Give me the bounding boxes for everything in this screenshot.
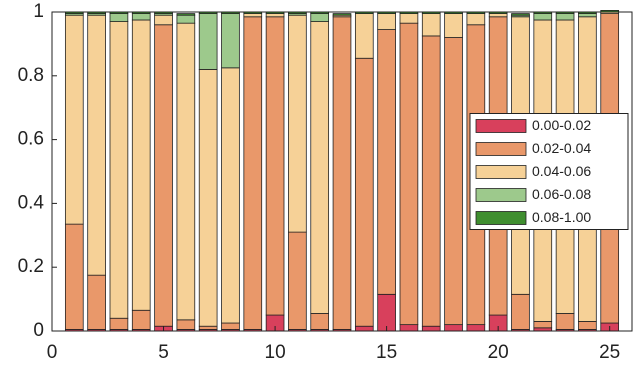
bar-segment [154, 24, 173, 327]
bar-segment [332, 16, 352, 330]
x-tick-label: 10 [265, 342, 286, 363]
bar-segment [221, 322, 240, 330]
bar-segment [354, 13, 374, 59]
bar-segment [265, 13, 285, 18]
bar-segment [399, 22, 419, 326]
y-tick-label: 0.2 [18, 256, 44, 277]
bar-segment [399, 13, 419, 24]
legend: 0.00-0.02 0.02-0.04 0.04-0.06 0.06-0.08 0.08… [469, 113, 629, 230]
bar-segment [176, 14, 196, 24]
legend-swatch [475, 165, 527, 179]
bar-segment [176, 13, 196, 16]
bar-segment [131, 13, 151, 21]
bar-segment [488, 13, 508, 18]
y-tick-label: 0 [33, 320, 44, 341]
bar-segment [377, 293, 396, 332]
plot-frame [51, 11, 633, 332]
bar-segment [109, 13, 129, 22]
bar-segment [87, 14, 106, 276]
legend-label: 0.08-1.00 [532, 209, 591, 225]
x-tick-label: 20 [488, 342, 509, 363]
bar-segment [131, 309, 151, 330]
bar-segment [555, 313, 575, 330]
bar-segment [354, 57, 374, 327]
bar-segment [444, 13, 463, 38]
bar-segment [243, 13, 263, 18]
bar-segment [288, 14, 307, 233]
bar-segment [198, 325, 218, 330]
bar-segment [221, 13, 240, 69]
bar-segment [176, 22, 196, 321]
bar-segment [533, 13, 553, 21]
bar-segment [87, 274, 106, 330]
legend-swatch [475, 142, 527, 156]
legend-label: 0.02-0.04 [532, 140, 591, 156]
bar-segment [310, 13, 330, 22]
bar-segment [198, 13, 218, 70]
bar-segment [511, 13, 530, 16]
bar-segment [377, 13, 396, 30]
bar-segment [64, 223, 84, 330]
legend-label: 0.06-0.08 [532, 186, 591, 202]
bar-segment [466, 13, 486, 26]
bar-segment [354, 325, 374, 332]
bar-segment [444, 324, 463, 332]
bar-segment [421, 35, 441, 327]
y-tick-label: 1 [33, 1, 44, 22]
bar-segment [288, 231, 307, 330]
legend-swatch [475, 211, 527, 225]
bar-segment [444, 37, 463, 326]
bar-segment [131, 19, 151, 311]
legend-swatch [475, 119, 527, 133]
bar-segment [243, 16, 263, 330]
bar-segment [154, 14, 173, 26]
x-tick-label: 0 [47, 342, 58, 363]
bar-segment [310, 313, 330, 330]
bar-segment [265, 16, 285, 316]
bar-segment [399, 324, 419, 332]
bar-segment [198, 69, 218, 327]
bar-segment [466, 324, 486, 332]
bar-segment [109, 317, 129, 330]
y-tick-label: 0.8 [18, 65, 44, 86]
bar-segment [109, 21, 129, 319]
bar-segment [421, 325, 441, 332]
y-tick-label: 0.6 [18, 129, 44, 150]
bar-segment [511, 293, 530, 330]
bar-segment [176, 319, 196, 330]
bar-segment [421, 13, 441, 37]
x-tick-label: 5 [158, 342, 169, 363]
legend-label: 0.04-0.06 [532, 163, 591, 179]
bar-segment [221, 67, 240, 324]
bar-segment [377, 29, 396, 295]
legend-label: 0.00-0.02 [532, 117, 591, 133]
bar-segment [310, 21, 330, 314]
legend-swatch [475, 188, 527, 202]
bar-segment [533, 321, 553, 329]
bar-segment [555, 13, 575, 21]
bar-segment [578, 13, 597, 18]
x-tick-label: 15 [376, 342, 397, 363]
bar-segment [64, 14, 84, 225]
x-tick-label: 25 [599, 342, 620, 363]
bar-segment [332, 13, 352, 16]
y-tick-label: 0.4 [18, 192, 45, 213]
bar-segment [578, 321, 597, 330]
